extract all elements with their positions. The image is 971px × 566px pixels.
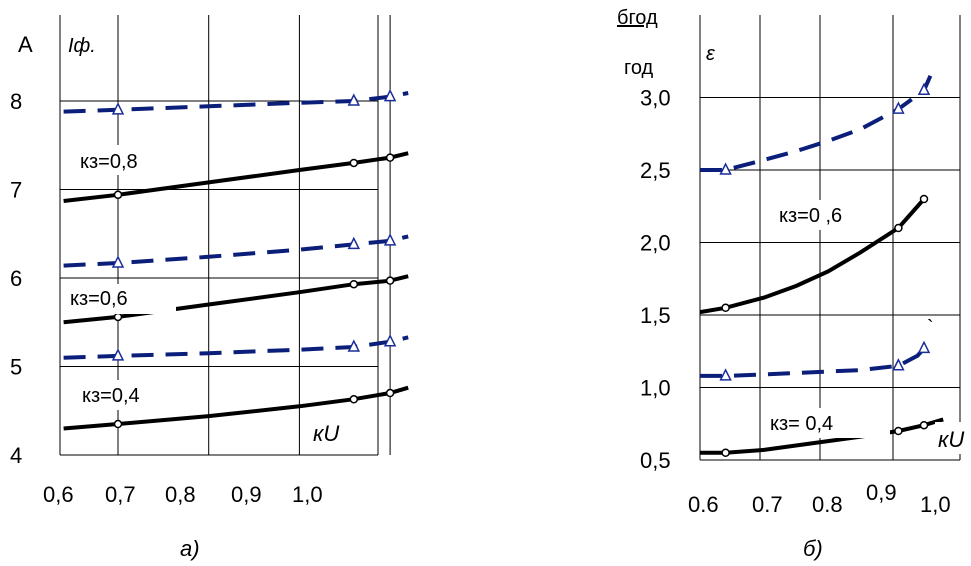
dashed-series-line bbox=[700, 74, 933, 172]
x-tick-label: 1,0 bbox=[920, 492, 951, 517]
annotation-k3-08: кз=0,8 bbox=[80, 151, 138, 173]
y-tick-label: 7 bbox=[10, 178, 22, 203]
triangle-marker bbox=[719, 368, 732, 381]
annotation-k3-06: кз=0,6 bbox=[70, 288, 128, 310]
x-tick-label: 1,0 bbox=[292, 482, 323, 507]
circle-marker bbox=[113, 312, 123, 322]
triangle-marker bbox=[347, 339, 361, 352]
chart-a-ylabel: Iф. bbox=[68, 35, 96, 57]
chart-b-series bbox=[699, 74, 944, 457]
y-tick-label: 2,5 bbox=[640, 158, 671, 183]
triangle-marker bbox=[111, 348, 125, 361]
triangle-marker bbox=[347, 236, 361, 250]
chart-b-xlabel-bg bbox=[935, 422, 971, 454]
triangle-marker bbox=[383, 88, 397, 102]
x-tick-label: 0,6 bbox=[43, 482, 74, 507]
chart-b-y-ticks: 0,5 1,0 1,5 2,0 2,5 3,0 bbox=[640, 86, 671, 474]
x-tick-label: 0,9 bbox=[231, 482, 262, 507]
triangle-marker bbox=[347, 93, 361, 106]
chart-a-series bbox=[63, 88, 409, 431]
solid-series-line bbox=[700, 417, 944, 455]
annotation-k3-04: кз=0,4 bbox=[82, 385, 140, 407]
chart-a-xlabel: кU bbox=[313, 421, 339, 446]
triangle-marker bbox=[383, 233, 397, 246]
x-tick-label: 0.8 bbox=[812, 492, 843, 517]
chart-a-x-ticks: 0,6 0,7 0,8 0,9 1,0 bbox=[43, 482, 323, 507]
triangle-marker bbox=[111, 255, 125, 268]
y-tick-label: 2,0 bbox=[640, 231, 671, 256]
chart-b-y-unit-top: бгод bbox=[617, 7, 658, 29]
circle-marker bbox=[385, 388, 395, 398]
chart-a-caption: а) bbox=[180, 536, 200, 561]
circle-marker bbox=[349, 279, 359, 289]
solid-series-line bbox=[699, 197, 926, 315]
triangle-marker bbox=[917, 82, 931, 95]
circle-marker bbox=[113, 190, 123, 200]
chart-b-y-unit-bottom: год bbox=[624, 57, 654, 79]
x-tick-label: 0.7 bbox=[752, 492, 783, 517]
annotation-bg bbox=[66, 284, 176, 314]
triangle-marker bbox=[719, 162, 732, 175]
circle-marker bbox=[721, 448, 730, 457]
circle-marker bbox=[385, 276, 395, 285]
circle-marker bbox=[919, 420, 929, 430]
y-tick-label: 1,5 bbox=[640, 303, 671, 328]
chart-b: 0.6 0.7 0.8 0,9 1,0 0,51,01,52,02,53,0 бгод … bbox=[617, 7, 971, 561]
circle-marker bbox=[894, 426, 903, 436]
x-tick-label: 0,7 bbox=[105, 482, 136, 507]
x-tick-label: 0.6 bbox=[688, 492, 719, 517]
chart-a-y-ticks: 4 5 6 7 8 bbox=[10, 89, 22, 468]
dashed-series-line bbox=[700, 347, 926, 378]
annotation-k3-04-b: кз= 0,4 bbox=[770, 413, 833, 435]
chart-a-y-unit: А bbox=[18, 32, 33, 57]
annotation-bg bbox=[766, 408, 890, 438]
chart-a-grid bbox=[59, 15, 391, 456]
y-tick-label: 5 bbox=[10, 355, 22, 380]
triangle-marker bbox=[892, 358, 905, 371]
annotation-tick-mark: ` bbox=[927, 317, 934, 339]
triangle-marker bbox=[892, 101, 905, 114]
y-tick-label: 1,0 bbox=[640, 376, 671, 401]
circle-marker bbox=[349, 394, 359, 404]
annotation-bg bbox=[776, 200, 886, 230]
y-tick-label: 3,0 bbox=[640, 86, 671, 111]
chart-b-grid bbox=[699, 15, 961, 461]
annotation-bg bbox=[76, 145, 186, 175]
x-tick-label: 0,8 bbox=[165, 482, 196, 507]
circle-marker bbox=[721, 303, 730, 312]
y-tick-label: 6 bbox=[10, 266, 22, 291]
y-tick-label: 0,5 bbox=[640, 448, 671, 473]
triangle-marker bbox=[111, 102, 125, 115]
chart-b-caption: б) bbox=[803, 536, 823, 561]
chart-b-x-ticks: 0.6 0.7 0.8 0,9 1,0 bbox=[688, 480, 951, 517]
y-tick-label: 8 bbox=[10, 89, 22, 114]
x-tick-label: 0,9 bbox=[866, 480, 897, 505]
chart-a-xlabel-bg bbox=[305, 415, 353, 449]
chart-b-ylabel: ε bbox=[706, 43, 716, 65]
circle-marker bbox=[113, 419, 123, 429]
circle-marker bbox=[349, 158, 359, 168]
circle-marker bbox=[919, 194, 929, 204]
chart-b-xlabel: кU bbox=[938, 427, 964, 452]
annotation-bg bbox=[78, 380, 188, 410]
triangle-marker bbox=[383, 334, 397, 347]
circle-marker bbox=[385, 153, 395, 162]
triangle-marker bbox=[917, 340, 931, 354]
annotation-k3-06-b: кз=0 ,6 bbox=[779, 205, 842, 227]
chart-a: 0,6 0,7 0,8 0,9 1,0 4 5 6 7 8 А Iф. кU кз=0,8 кз… bbox=[10, 15, 409, 561]
circle-marker bbox=[894, 223, 903, 233]
y-tick-label: 4 bbox=[10, 443, 22, 468]
